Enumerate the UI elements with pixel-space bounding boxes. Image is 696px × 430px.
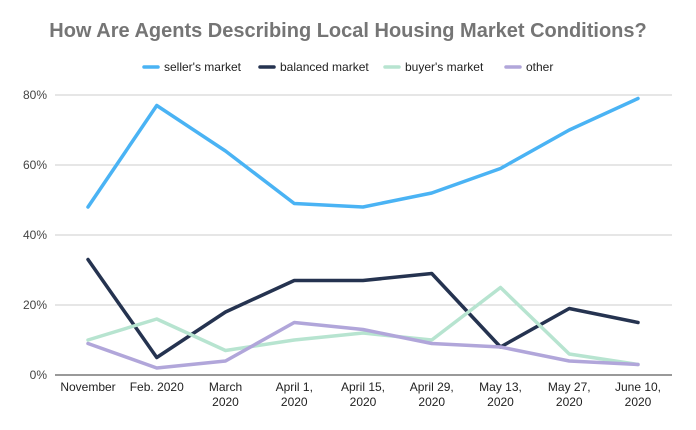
series-line-0 — [86, 96, 640, 209]
y-tick-label: 20% — [23, 298, 47, 312]
y-tick-label: 60% — [23, 158, 47, 172]
legend-label: seller's market — [164, 60, 242, 74]
x-tick-label: April 29, 2020 — [410, 380, 454, 409]
series-line-1 — [86, 257, 640, 360]
x-tick-label: March 2020 — [209, 380, 242, 409]
x-tick-label: November — [60, 380, 115, 394]
legend-label: buyer's market — [405, 60, 484, 74]
x-tick-label: June 10, 2020 — [615, 380, 661, 409]
series-line-3 — [86, 320, 640, 370]
chart-title: How Are Agents Describing Local Housing … — [49, 20, 647, 42]
y-tick-label: 40% — [23, 228, 47, 242]
series-line-2 — [86, 285, 640, 367]
x-tick-label: April 15, 2020 — [341, 380, 385, 409]
y-tick-label: 80% — [23, 88, 47, 102]
x-tick-label: May 13, 2020 — [479, 380, 522, 409]
x-tick-label: Feb. 2020 — [130, 380, 184, 394]
legend-label: balanced market — [280, 60, 369, 74]
y-tick-label: 0% — [30, 368, 48, 382]
legend-label: other — [526, 60, 553, 74]
x-tick-label: April 1, 2020 — [276, 380, 313, 409]
x-tick-label: May 27, 2020 — [548, 380, 591, 409]
